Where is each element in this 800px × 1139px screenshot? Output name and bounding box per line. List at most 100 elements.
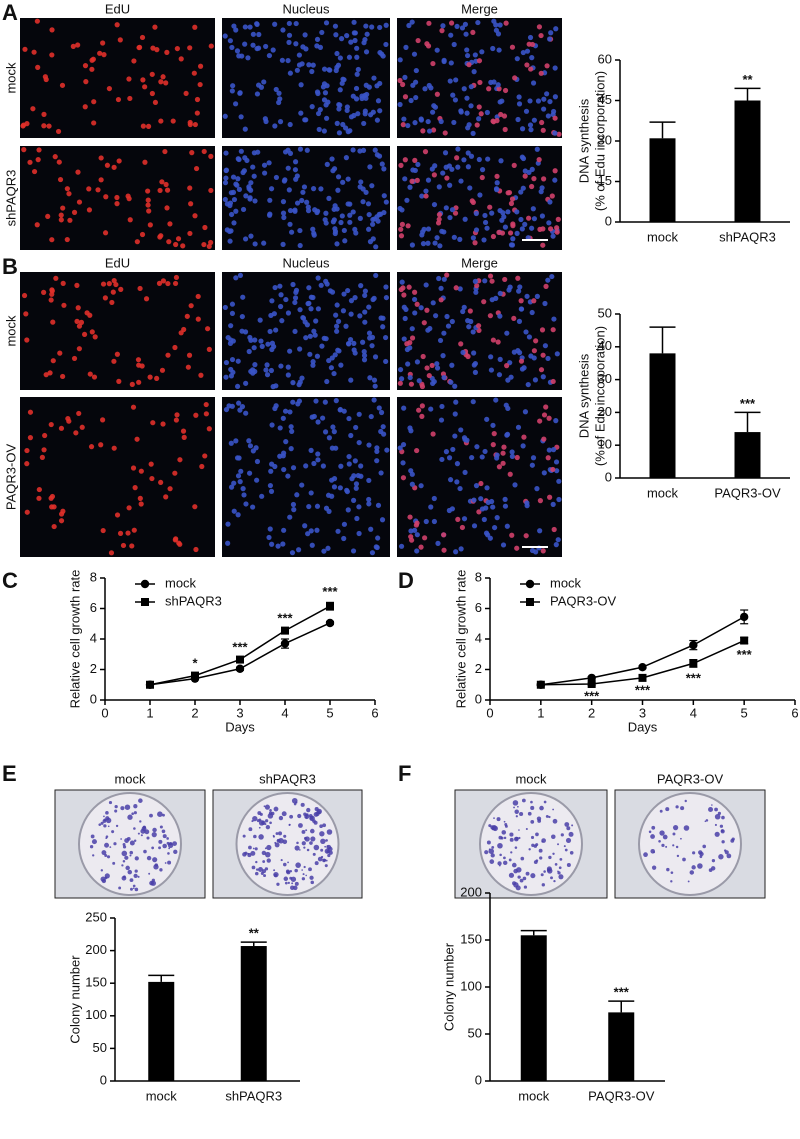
cell <box>438 297 444 303</box>
bar <box>734 100 761 222</box>
cell <box>400 441 407 448</box>
cell <box>454 23 460 30</box>
cell <box>478 496 484 502</box>
cell <box>514 545 520 551</box>
cell <box>293 41 299 47</box>
colony <box>140 828 146 834</box>
cell <box>462 21 468 27</box>
cell <box>444 175 450 181</box>
cell <box>286 32 293 38</box>
point <box>281 626 289 635</box>
cell <box>553 26 559 32</box>
cell <box>266 160 272 166</box>
cell <box>150 45 156 51</box>
cell <box>188 303 194 309</box>
cell <box>397 57 403 63</box>
cell <box>283 296 289 303</box>
colony <box>115 824 119 828</box>
cell <box>494 173 500 179</box>
cell <box>294 200 301 206</box>
cell <box>470 329 476 335</box>
colony <box>504 824 508 828</box>
cell <box>154 375 160 382</box>
cell <box>525 235 531 241</box>
cell <box>342 238 348 244</box>
cell <box>281 178 287 184</box>
row-label: mock <box>3 62 18 94</box>
colony <box>309 815 315 822</box>
cell <box>341 291 347 297</box>
cell <box>173 241 179 248</box>
colony <box>564 848 568 852</box>
cell <box>469 454 475 461</box>
cell <box>479 49 485 55</box>
colony <box>564 822 570 827</box>
cell <box>280 453 286 459</box>
cell <box>538 367 545 373</box>
colony <box>261 850 267 856</box>
cell <box>384 447 390 453</box>
cell <box>368 526 374 532</box>
cell <box>555 537 561 543</box>
colony <box>124 804 131 810</box>
cell <box>505 190 511 196</box>
cell <box>541 96 547 102</box>
colony <box>557 843 560 846</box>
cell <box>277 283 283 289</box>
cell <box>432 163 438 169</box>
cell <box>285 364 291 370</box>
colony <box>522 876 527 881</box>
colony <box>313 812 319 817</box>
colony <box>242 852 247 857</box>
cell <box>406 22 412 29</box>
y-tick-label: 20 <box>598 404 612 419</box>
cell <box>278 303 284 310</box>
x-tick-label: shPAQR3 <box>719 229 776 244</box>
colony <box>250 850 256 856</box>
cell <box>550 233 556 239</box>
legend-label: PAQR3-OV <box>550 593 617 608</box>
cell <box>488 367 495 373</box>
cell <box>180 428 187 434</box>
panel-letter: E <box>2 761 17 786</box>
colony <box>708 806 714 812</box>
cell <box>451 234 457 240</box>
cell <box>230 83 236 89</box>
cell <box>136 362 142 368</box>
cell <box>501 444 507 450</box>
colony <box>714 831 720 837</box>
cell <box>337 55 343 61</box>
cell <box>299 61 305 67</box>
cell <box>479 174 485 181</box>
cell <box>409 242 416 248</box>
cell <box>398 233 405 239</box>
cell <box>476 156 482 163</box>
cell <box>428 85 434 91</box>
cell <box>529 462 535 468</box>
x-tick-label: 0 <box>486 705 493 720</box>
cell <box>192 213 198 219</box>
colony <box>517 805 519 808</box>
cell <box>167 486 173 492</box>
cell <box>222 33 228 39</box>
cell <box>444 272 450 278</box>
cell <box>192 24 198 30</box>
cell <box>550 466 556 473</box>
colony <box>284 881 288 885</box>
colony <box>548 815 551 819</box>
cell <box>476 116 482 122</box>
cell <box>381 431 387 437</box>
cell <box>419 413 425 419</box>
cell <box>383 294 390 301</box>
cell <box>466 62 472 68</box>
colony <box>553 879 556 883</box>
cell <box>223 374 229 380</box>
cell <box>346 415 352 422</box>
colony <box>105 817 112 824</box>
colony <box>274 841 277 844</box>
cell <box>383 199 389 205</box>
colony <box>530 819 535 824</box>
cell <box>488 354 494 360</box>
error-bar <box>148 974 175 982</box>
cell <box>310 362 316 368</box>
